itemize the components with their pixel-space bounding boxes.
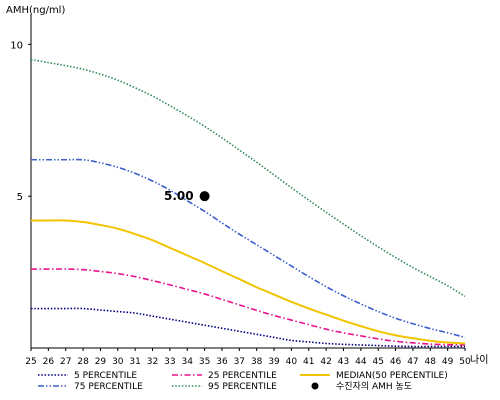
y-axis-label: AMH(ng/ml) xyxy=(6,5,65,16)
x-tick-label: 40 xyxy=(286,357,298,367)
x-tick-label: 32 xyxy=(147,357,158,367)
x-tick-label: 48 xyxy=(425,357,437,367)
legend-swatch-patient-amh xyxy=(311,382,319,390)
x-tick-label: 31 xyxy=(129,357,140,367)
x-tick-label: 43 xyxy=(338,357,349,367)
legend-label-95-percentile: 95 PERCENTILE xyxy=(208,382,277,392)
x-tick-label: 28 xyxy=(77,357,89,367)
x-tick-label: 46 xyxy=(390,357,402,367)
x-tick-label: 41 xyxy=(303,357,314,367)
x-tick-label: 45 xyxy=(372,357,383,367)
annotations: 5.00 xyxy=(164,189,210,203)
x-tick-label: 25 xyxy=(25,357,36,367)
x-tick-label: 47 xyxy=(407,357,418,367)
x-tick-label: 26 xyxy=(43,357,55,367)
legend-label-75-percentile: 75 PERCENTILE xyxy=(74,382,143,392)
x-tick-label: 49 xyxy=(442,357,454,367)
series-line-95-percentile xyxy=(30,58,466,298)
x-tick-label: 33 xyxy=(164,357,175,367)
x-tick-label: 39 xyxy=(268,357,280,367)
legend-label-5-percentile: 5 PERCENTILE xyxy=(74,371,137,381)
x-tick-label: 35 xyxy=(199,357,210,367)
x-tick-label: 37 xyxy=(234,357,245,367)
y-tick-label: 5 xyxy=(17,192,23,203)
series-line-75-percentile xyxy=(30,158,466,339)
x-tick-label: 36 xyxy=(216,357,228,367)
legend-label-25-percentile: 25 PERCENTILE xyxy=(208,371,277,381)
x-tick-label: 30 xyxy=(112,357,124,367)
series-line-median-50-percentile xyxy=(31,219,466,345)
x-tick-label: 27 xyxy=(60,357,71,367)
series-line-5-percentile xyxy=(31,307,465,348)
x-tick-label: 44 xyxy=(355,357,367,367)
patient-amh-label: 5.00 xyxy=(164,189,194,203)
x-tick-label: 38 xyxy=(251,357,263,367)
y-ticks: 5 10 xyxy=(10,40,31,203)
x-ticks: 25 26 27 28 29 30 31 32 33 34 35 36 37 38 39 40 41 42 43 44… xyxy=(25,348,471,367)
x-tick-label: 42 xyxy=(320,357,331,367)
x-axis-label: 나이 xyxy=(470,354,488,366)
series-line-25-percentile xyxy=(30,268,466,346)
x-tick-label: 29 xyxy=(95,357,107,367)
patient-amh-point xyxy=(199,191,210,202)
x-tick-label: 34 xyxy=(182,357,194,367)
axes xyxy=(30,14,465,349)
legend-label-patient-amh: 수진자의 AMH 농도 xyxy=(336,381,412,392)
series-lines xyxy=(30,58,466,348)
y-tick-label: 10 xyxy=(10,40,23,51)
legend-label-median-50-percentile: MEDIAN(50 PERCENTILE) xyxy=(336,371,448,381)
x-tick-label: 50 xyxy=(459,357,471,367)
